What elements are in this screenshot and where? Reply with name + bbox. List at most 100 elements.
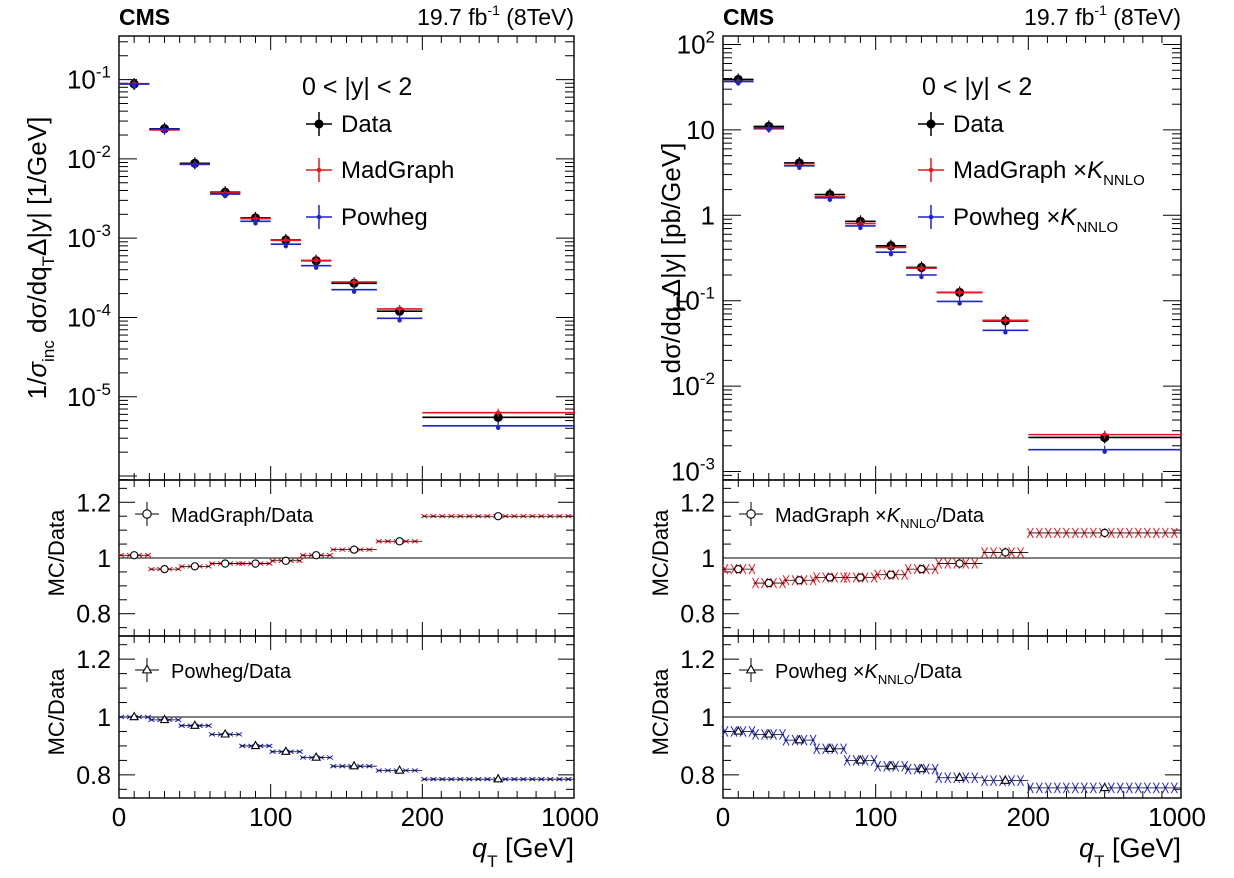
ratio-legend-marker (746, 509, 756, 519)
mc-point (1003, 318, 1008, 323)
mc-point (766, 127, 771, 132)
ratio-y-tick-label: 1 (701, 704, 715, 732)
ratio-point (886, 760, 896, 770)
right-ratio1-y-title: MC/Data (648, 509, 673, 597)
left-region-label: 0 < |y| < 2 (302, 73, 412, 101)
legend-marker (316, 214, 322, 220)
left-plot-content: 10-1 10-2 10-3 10-4 10-5 0 100 200 1000 Data MadGr… (67, 36, 599, 832)
ratio-y-tick-label: 0.8 (76, 601, 111, 629)
legend-marker (928, 214, 934, 220)
mc-point (919, 266, 924, 271)
ratio-point (1099, 782, 1110, 792)
ratio-y-tick-label: 1 (97, 545, 111, 573)
ratio-legend-label: Powheg/Data (171, 661, 292, 683)
mc-point (222, 193, 228, 199)
ratio-legend-marker (142, 509, 152, 519)
y-tick-label: 10-2 (67, 142, 111, 174)
ratio-point (130, 551, 139, 560)
legend-label: Powheg ×KNNLO (953, 204, 1118, 236)
ratio-point (734, 564, 743, 574)
legend-label: MadGraph (341, 157, 454, 184)
y-tick-label: 10-3 (671, 454, 715, 486)
ratio-point (160, 564, 169, 574)
ratio-point (190, 562, 199, 571)
mc-point (957, 290, 962, 295)
mc-point (827, 197, 833, 203)
legend-label: Data (341, 111, 392, 138)
ratio-legend-marker (745, 664, 757, 674)
mc-point (313, 258, 319, 263)
ratio-point (856, 573, 865, 582)
x-tick-label: 1000 (541, 802, 599, 832)
legend-label: Powheg (341, 204, 428, 231)
mc-point (495, 410, 501, 415)
y-tick-label: 10-2 (671, 369, 715, 401)
y-tick-label: 102 (677, 28, 715, 60)
data-point (493, 412, 503, 422)
right-region-label: 0 < |y| < 2 (922, 73, 1032, 101)
ratio-point (1001, 548, 1010, 557)
mc-point (888, 251, 894, 257)
ratio-point (916, 763, 927, 773)
x-tick-label: 100 (249, 802, 292, 832)
ratio-y-tick-label: 0.8 (680, 762, 715, 790)
mc-point (351, 289, 357, 294)
legend-label: MadGraph ×KNNLO (953, 157, 1145, 189)
mc-point (495, 425, 501, 431)
ratio-point (494, 512, 503, 521)
left-x-axis-title: qT [GeV] (472, 833, 574, 871)
ratio-point (189, 720, 200, 729)
ratio-legend-marker (141, 664, 153, 674)
ratio-point (954, 772, 965, 781)
y-tick-label: 1 (701, 200, 715, 230)
left-ratio1-y-title: MC/Data (44, 509, 69, 597)
ratio-point (251, 559, 260, 568)
legend-marker (926, 119, 936, 129)
mc-point (957, 301, 962, 306)
ratio-y-tick-label: 1.2 (76, 646, 111, 674)
ratio-point (917, 564, 926, 574)
legend-marker (314, 119, 324, 129)
mc-point (397, 306, 402, 312)
x-tick-label: 0 (716, 802, 730, 832)
mc-point (1102, 432, 1107, 437)
ratio-y-tick-label: 1.2 (680, 646, 715, 674)
right-ratio2-y-title: MC/Data (648, 668, 673, 756)
y-tick-label: 10 (686, 115, 715, 145)
x-tick-label: 100 (854, 802, 897, 832)
mc-point (192, 163, 198, 169)
mc-point (283, 243, 289, 249)
ratio-y-tick-label: 0.8 (680, 601, 715, 629)
legend-marker (928, 167, 934, 173)
legend-label: Data (953, 111, 1004, 138)
ratio-point (794, 734, 805, 744)
ratio-point (1100, 528, 1109, 538)
mc-point (397, 318, 402, 323)
ratio-point (764, 578, 773, 588)
ratio-legend-label: Powheg ×KNNLO/Data (775, 661, 963, 687)
ratio-legend-label: MadGraph ×KNNLO/Data (775, 505, 985, 531)
y-tick-label: 10-5 (67, 380, 111, 412)
mc-point (888, 245, 894, 250)
ratio-y-tick-label: 1 (701, 545, 715, 573)
ratio-y-tick-label: 1.2 (680, 489, 715, 517)
ratio-point (493, 773, 504, 783)
ratio-point (394, 764, 405, 774)
ratio-point (395, 537, 404, 546)
ratio-point (763, 728, 774, 738)
legend-marker (316, 167, 322, 173)
left-ratio2-y-title: MC/Data (44, 668, 69, 756)
mc-point (162, 128, 167, 134)
right-figure: 102 10 1 10-1 10-2 10-3 0 100 200 1000 Data MadGrap… (648, 2, 1206, 871)
mc-point (1102, 449, 1107, 454)
ratio-point (220, 728, 231, 738)
ratio-legend-label: MadGraph/Data (171, 505, 314, 527)
ratio-point (312, 551, 321, 560)
right-x-axis-title: qT [GeV] (1079, 833, 1181, 871)
ratio-y-tick-label: 1.2 (76, 489, 111, 517)
ratio-y-tick-label: 1 (97, 704, 111, 732)
y-tick-label: 10-1 (671, 284, 715, 316)
mc-point (131, 83, 137, 89)
ratio-point (886, 570, 896, 579)
